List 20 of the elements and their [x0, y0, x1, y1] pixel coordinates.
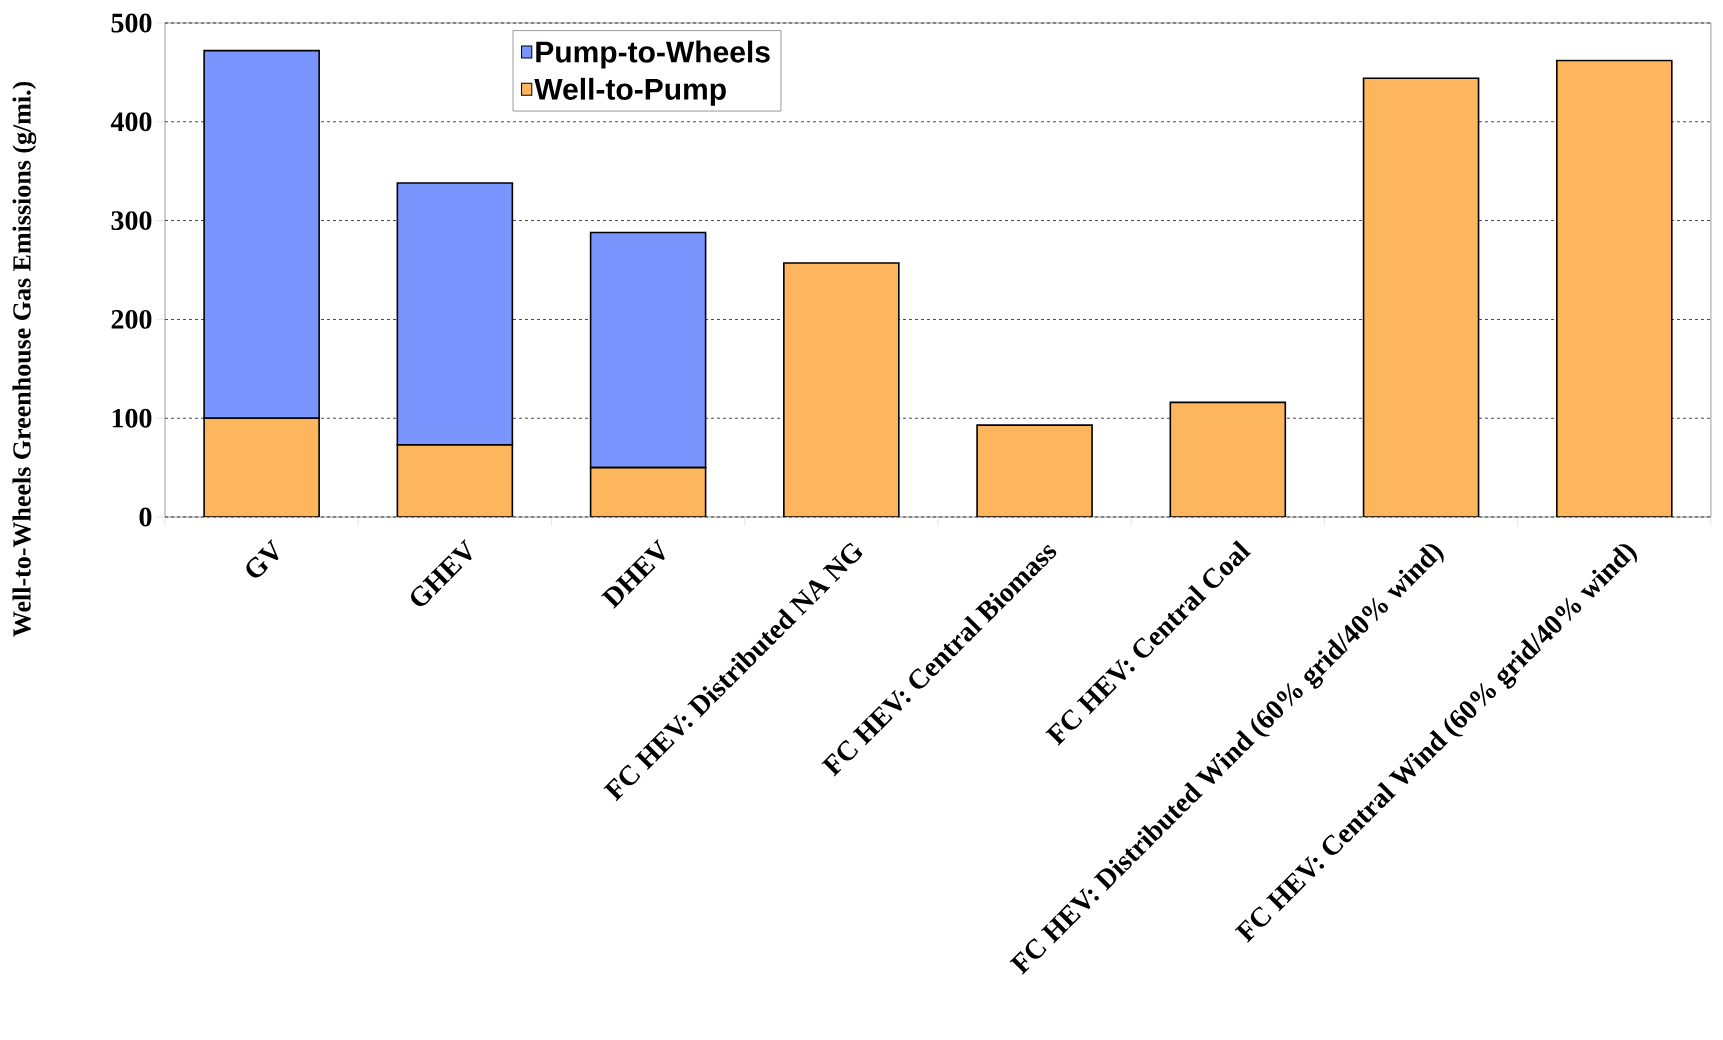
y-tick-label: 200	[111, 309, 152, 329]
bar	[396, 182, 514, 446]
bar	[396, 444, 514, 517]
y-tick-label: 100	[112, 408, 152, 428]
bar	[1555, 59, 1673, 517]
bar	[1169, 401, 1287, 517]
y-axis-title: Well-to-Wheels Greenhouse Gas Emissions (g/mi.)	[12, 81, 37, 637]
y-tick-label: 400	[110, 112, 152, 132]
bar	[589, 466, 707, 517]
bar	[1362, 77, 1480, 517]
bar	[783, 262, 900, 517]
y-tick-label: 500	[111, 13, 152, 33]
legend-label: Pump-to-Wheels	[536, 40, 770, 69]
bar	[976, 424, 1093, 517]
y-tick-label: 300	[111, 211, 152, 231]
x-tick-label: GV	[246, 539, 279, 578]
y-tick-label: 0	[139, 507, 152, 527]
bar	[589, 231, 707, 469]
bar	[204, 418, 320, 517]
legend-label: Well-to-Pump	[534, 77, 726, 106]
